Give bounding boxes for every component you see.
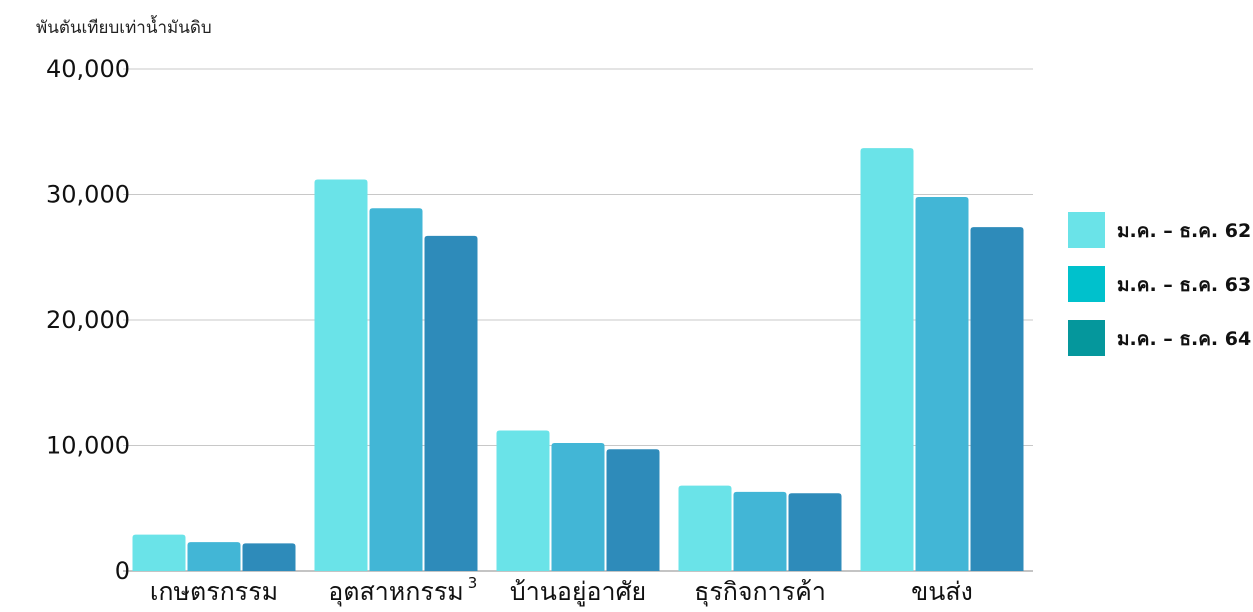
x-tick-label: เกษตรกรรม	[150, 577, 278, 606]
legend: ม.ค. – ธ.ค. 62 ม.ค. – ธ.ค. 63 ม.ค. – ธ.ค. …	[1068, 212, 1251, 356]
bar	[369, 208, 423, 571]
y-axis-ticks: 0 10,000 20,000 30,000 40,000	[46, 55, 130, 585]
bar	[496, 430, 550, 571]
x-tick-label: บ้านอยู่อาศัย	[510, 577, 646, 607]
x-tick-label: ธุรกิจการค้า	[694, 577, 826, 607]
bar	[788, 493, 842, 571]
legend-label: ม.ค. – ธ.ค. 64	[1117, 328, 1251, 350]
legend-label: ม.ค. – ธ.ค. 63	[1117, 274, 1251, 296]
y-tick-label: 30,000	[46, 181, 130, 209]
legend-swatch	[1068, 212, 1105, 248]
bar	[606, 449, 660, 571]
unit-label: พันตันเทียบเท่าน้ำมันดิบ	[36, 15, 212, 38]
bar	[860, 148, 914, 571]
bar	[970, 227, 1024, 571]
x-axis-ticks: เกษตรกรรม อุตสาหกรรม 3 บ้านอยู่อาศัย ธุรกิจก…	[150, 574, 973, 607]
legend-swatch	[1068, 320, 1105, 356]
bar	[424, 235, 478, 572]
x-tick-label: อุตสาหกรรม	[328, 577, 464, 607]
y-tick-label: 0	[115, 557, 130, 585]
bar	[551, 442, 605, 571]
bar	[242, 543, 296, 571]
bar	[733, 491, 787, 571]
x-tick-label: ขนส่ง	[911, 577, 973, 606]
bar	[314, 179, 368, 571]
legend-label: ม.ค. – ธ.ค. 62	[1117, 220, 1251, 242]
bar	[132, 534, 186, 571]
legend-swatch	[1068, 266, 1105, 302]
bar	[915, 197, 969, 571]
bars	[132, 148, 1024, 572]
x-tick-superscript: 3	[468, 574, 478, 592]
y-tick-label: 40,000	[46, 55, 130, 83]
bar	[678, 485, 732, 571]
y-tick-label: 20,000	[46, 306, 130, 334]
bar	[187, 542, 241, 571]
y-tick-label: 10,000	[46, 432, 130, 460]
